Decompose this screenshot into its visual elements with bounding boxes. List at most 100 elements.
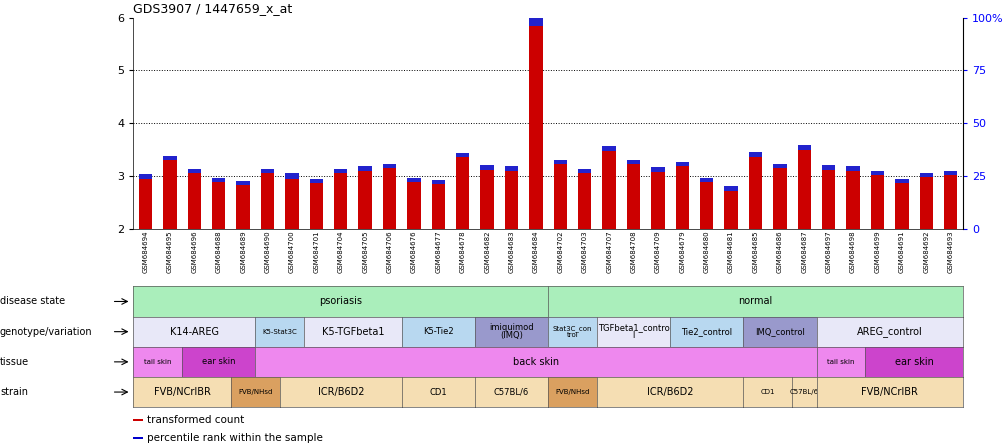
Bar	[504, 170, 518, 229]
Text: K5-TGFbeta1: K5-TGFbeta1	[322, 327, 384, 337]
Text: ear skin: ear skin	[894, 357, 933, 367]
Bar	[310, 183, 323, 229]
Text: C57BL/6: C57BL/6	[789, 389, 818, 395]
Bar	[310, 179, 323, 183]
Bar	[699, 178, 712, 182]
Bar	[383, 168, 396, 229]
Bar	[943, 175, 957, 229]
Text: FVB/NCrIBR: FVB/NCrIBR	[153, 387, 210, 397]
Text: tissue: tissue	[0, 357, 29, 367]
Bar	[358, 170, 372, 229]
Bar	[480, 170, 493, 229]
Bar	[626, 160, 639, 164]
Bar	[334, 169, 347, 173]
Bar	[943, 170, 957, 175]
Bar	[163, 160, 176, 229]
Bar	[553, 160, 566, 164]
Text: back skin: back skin	[512, 357, 558, 367]
Bar	[431, 184, 445, 229]
Bar	[602, 147, 615, 151]
Text: Stat3C_con
trol: Stat3C_con trol	[552, 325, 592, 338]
Text: ICR/B6D2: ICR/B6D2	[318, 387, 364, 397]
Text: TGFbeta1_contro
l: TGFbeta1_contro l	[597, 323, 668, 340]
Text: CD1: CD1	[429, 388, 447, 396]
Bar	[577, 169, 591, 173]
Bar	[407, 182, 420, 229]
Text: disease state: disease state	[0, 297, 65, 306]
Text: AREG_control: AREG_control	[856, 326, 922, 337]
Bar	[723, 191, 737, 229]
Bar	[358, 166, 372, 170]
Text: K14-AREG: K14-AREG	[169, 327, 218, 337]
Bar	[553, 164, 566, 229]
Bar	[797, 145, 811, 150]
Bar	[650, 167, 664, 172]
Bar	[723, 186, 737, 191]
Bar	[211, 178, 225, 182]
Bar	[504, 166, 518, 170]
Text: genotype/variation: genotype/variation	[0, 327, 92, 337]
Bar	[919, 177, 932, 229]
Text: percentile rank within the sample: percentile rank within the sample	[147, 433, 323, 443]
Bar	[626, 164, 639, 229]
Bar	[748, 158, 762, 229]
Bar	[822, 165, 835, 170]
Text: GDS3907 / 1447659_x_at: GDS3907 / 1447659_x_at	[133, 2, 293, 15]
Bar	[163, 156, 176, 160]
Bar	[456, 153, 469, 158]
Bar	[187, 169, 200, 173]
Text: transformed count: transformed count	[147, 415, 243, 425]
Bar	[846, 170, 859, 229]
Bar	[602, 151, 615, 229]
Bar	[431, 180, 445, 184]
Bar	[773, 164, 786, 168]
Bar	[529, 26, 542, 229]
Bar	[529, 7, 542, 26]
Bar	[407, 178, 420, 182]
Bar	[211, 182, 225, 229]
Bar	[675, 162, 688, 166]
Text: normal: normal	[737, 297, 772, 306]
Bar	[334, 173, 347, 229]
Bar	[261, 169, 274, 173]
Text: tail skin: tail skin	[827, 359, 854, 365]
Bar	[133, 419, 143, 421]
Bar	[187, 173, 200, 229]
Bar	[236, 181, 249, 186]
Text: C57BL/6: C57BL/6	[493, 388, 529, 396]
Bar	[846, 166, 859, 170]
Text: K5-Tie2: K5-Tie2	[423, 327, 453, 336]
Text: imiquimod
(IMQ): imiquimod (IMQ)	[489, 323, 533, 340]
Bar	[675, 166, 688, 229]
Bar	[870, 175, 884, 229]
Text: FVB/NCrIBR: FVB/NCrIBR	[861, 387, 917, 397]
Bar	[480, 165, 493, 170]
Bar	[748, 152, 762, 158]
Text: ear skin: ear skin	[201, 357, 235, 366]
Text: FVB/NHsd: FVB/NHsd	[237, 389, 273, 395]
Bar	[895, 183, 908, 229]
Bar	[797, 150, 811, 229]
Text: K5-Stat3C: K5-Stat3C	[263, 329, 297, 335]
Text: CD1: CD1	[760, 389, 775, 395]
Text: tail skin: tail skin	[144, 359, 171, 365]
Text: Tie2_control: Tie2_control	[680, 327, 731, 336]
Text: ICR/B6D2: ICR/B6D2	[646, 387, 692, 397]
Bar	[699, 182, 712, 229]
Bar	[285, 178, 299, 229]
Bar	[261, 173, 274, 229]
Bar	[456, 158, 469, 229]
Bar	[919, 173, 932, 177]
Bar	[870, 170, 884, 175]
Bar	[236, 186, 249, 229]
Text: FVB/NHsd: FVB/NHsd	[555, 389, 589, 395]
Bar	[895, 179, 908, 183]
Bar	[133, 437, 143, 440]
Bar	[577, 173, 591, 229]
Text: psoriasis: psoriasis	[319, 297, 362, 306]
Bar	[650, 172, 664, 229]
Bar	[383, 164, 396, 168]
Text: strain: strain	[0, 387, 28, 397]
Bar	[138, 174, 152, 178]
Bar	[773, 168, 786, 229]
